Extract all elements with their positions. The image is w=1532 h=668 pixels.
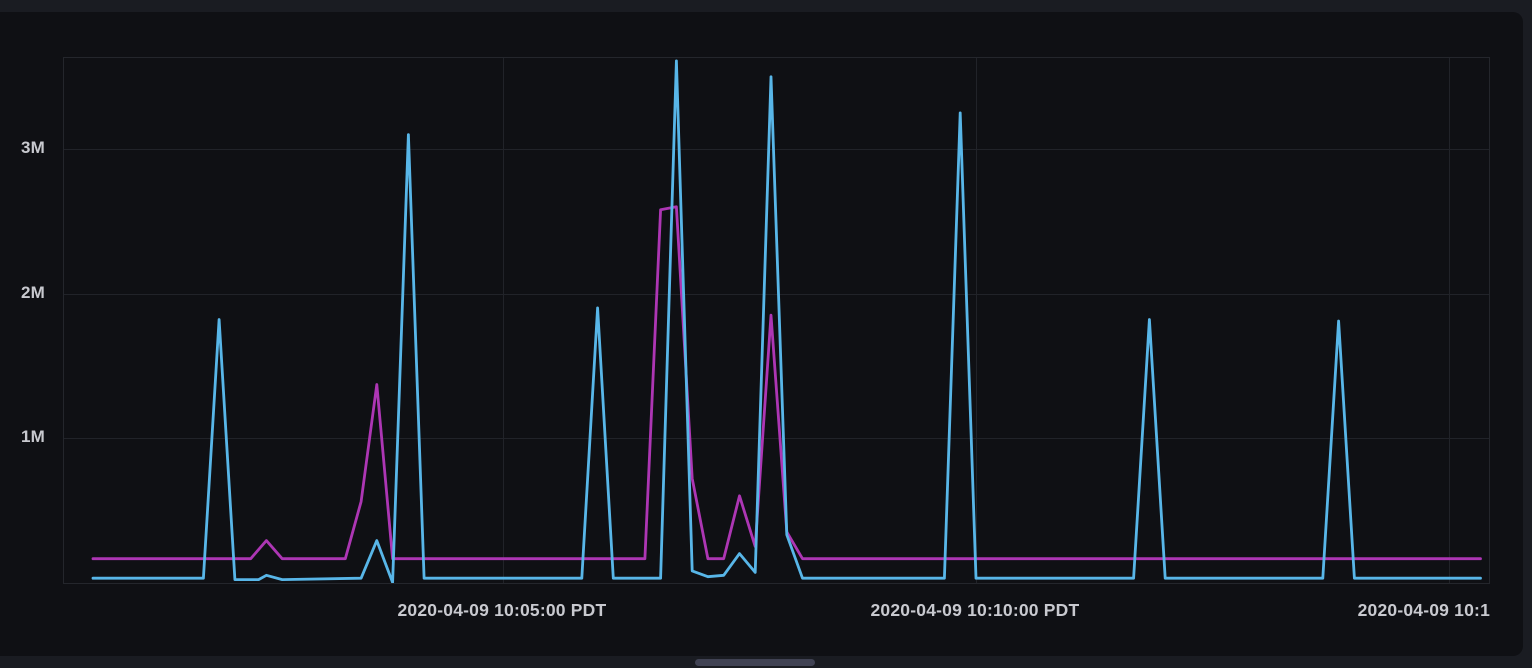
y-axis: 3M 2M 1M [0, 12, 45, 656]
cyan-series-line [91, 59, 1482, 583]
y-tick-2m: 2M [20, 282, 45, 302]
horizontal-scrollbar-thumb[interactable] [695, 659, 815, 666]
x-tick-1005: 2020-04-09 10:05:00 PDT [397, 600, 607, 620]
chart-canvas [64, 58, 1489, 583]
x-tick-1010: 2020-04-09 10:10:00 PDT [870, 600, 1080, 620]
y-tick-1m: 1M [20, 427, 45, 446]
x-tick-1015-clipped: 2020-04-09 10:1 [1357, 600, 1490, 620]
chart-panel: 3M 2M 1M 2020-04-09 10:05:00 PDT 2020-04… [0, 12, 1523, 656]
magenta-series-line [91, 205, 1482, 561]
y-tick-3m: 3M [20, 138, 45, 157]
horizontal-scrollbar-track[interactable] [0, 656, 1532, 668]
x-axis: 2020-04-09 10:05:00 PDT 2020-04-09 10:10… [0, 598, 1490, 624]
plot-area[interactable] [63, 57, 1490, 584]
